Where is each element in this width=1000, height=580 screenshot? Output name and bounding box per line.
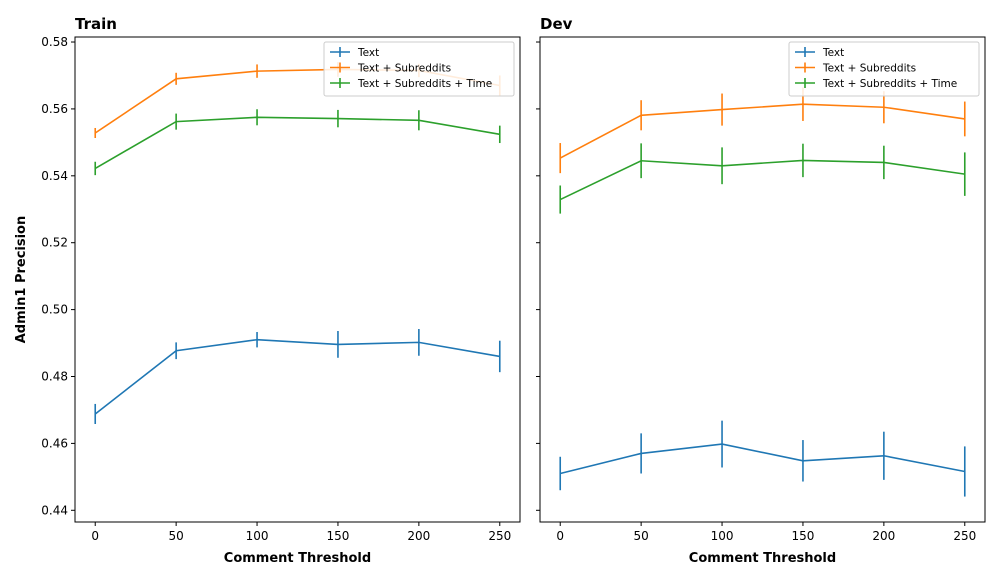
series-line bbox=[94, 116, 500, 170]
y-tick-label: 0.46 bbox=[41, 436, 68, 450]
series-line bbox=[559, 103, 965, 159]
series-text bbox=[559, 420, 966, 497]
legend-label: Text + Subreddits + Time bbox=[822, 78, 957, 90]
y-axis-label: Admin1 Precision bbox=[14, 216, 29, 344]
x-tick-label: 50 bbox=[633, 529, 648, 543]
x-axis-label: Comment Threshold bbox=[224, 551, 371, 566]
legend-box bbox=[323, 41, 515, 97]
x-tick-label: 150 bbox=[327, 529, 350, 543]
series-text-subreddits bbox=[559, 87, 966, 174]
legend: Text Text + Subreddits Text + Subreddits +… bbox=[323, 41, 515, 97]
plot-frame bbox=[539, 36, 986, 523]
chart-title: Dev bbox=[540, 15, 573, 33]
series-line bbox=[94, 338, 500, 415]
y-tick-label: 0.48 bbox=[41, 370, 68, 384]
series-text-subreddits-time bbox=[559, 143, 966, 214]
series-line bbox=[559, 159, 965, 201]
x-tick-label: 0 bbox=[556, 529, 564, 543]
x-tick-label: 150 bbox=[792, 529, 815, 543]
y-tick-label: 0.58 bbox=[41, 35, 68, 49]
legend-label: Text + Subreddits bbox=[822, 63, 916, 75]
y-tick-label: 0.50 bbox=[41, 303, 68, 317]
legend-label: Text bbox=[822, 47, 844, 59]
series-text bbox=[94, 329, 501, 424]
x-tick-label: 50 bbox=[168, 529, 183, 543]
legend-box bbox=[788, 41, 980, 97]
plot-frame bbox=[74, 36, 521, 523]
legend: Text Text + Subreddits Text + Subreddits +… bbox=[788, 41, 980, 97]
x-tick-label: 250 bbox=[488, 529, 511, 543]
legend-label: Text bbox=[357, 47, 379, 59]
y-tick-label: 0.44 bbox=[41, 503, 68, 517]
legend-label: Text + Subreddits + Time bbox=[357, 78, 492, 90]
y-tick-label: 0.52 bbox=[41, 236, 68, 250]
y-tick-label: 0.54 bbox=[41, 169, 68, 183]
x-axis-label: Comment Threshold bbox=[689, 551, 836, 566]
train-panel: Train 0.44 0.46 0.48 0.50 0.52 0.54 0.56 0.58 0 50… bbox=[14, 15, 521, 566]
x-tick-label: 100 bbox=[246, 529, 269, 543]
x-tick-label: 200 bbox=[872, 529, 895, 543]
x-tick-label: 250 bbox=[953, 529, 976, 543]
chart-title: Train bbox=[75, 15, 117, 33]
x-tick-label: 0 bbox=[91, 529, 99, 543]
x-tick-label: 100 bbox=[711, 529, 734, 543]
x-tick-label: 200 bbox=[407, 529, 430, 543]
series-text-subreddits-time bbox=[94, 109, 501, 176]
series-line bbox=[560, 443, 965, 475]
y-tick-label: 0.56 bbox=[41, 102, 68, 116]
legend-label: Text + Subreddits bbox=[357, 63, 451, 75]
